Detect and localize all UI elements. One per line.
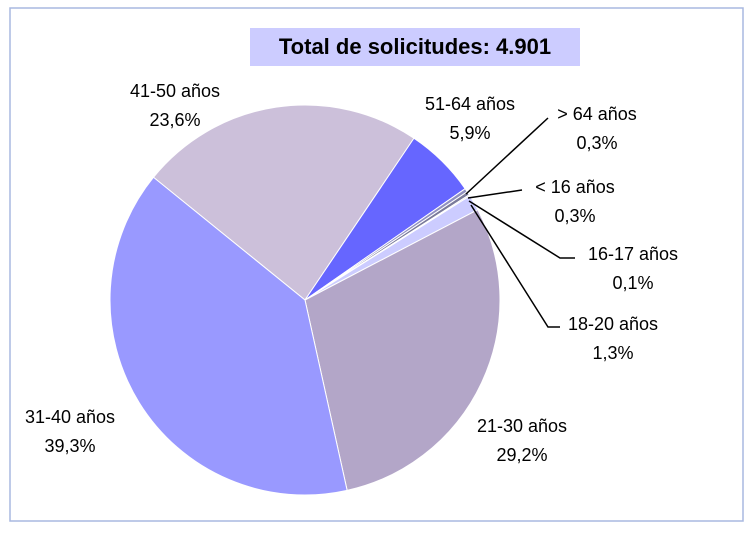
chart-title: Total de solicitudes: 4.901: [279, 34, 551, 59]
leader-line: [467, 189, 523, 199]
slice-value-label: 0,3%: [554, 206, 595, 226]
slice-label: > 64 años: [557, 104, 637, 124]
slice-label: 31-40 años: [25, 407, 115, 427]
slice-value-label: 29,2%: [496, 445, 547, 465]
title-box: [250, 28, 580, 66]
pie-slice: [152, 104, 415, 301]
leader-line: [468, 200, 575, 259]
slice-label: 41-50 años: [130, 81, 220, 101]
slice-label: < 16 años: [535, 177, 615, 197]
slice-value-label: 39,3%: [44, 436, 95, 456]
slice-value-label: 0,1%: [612, 273, 653, 293]
slice-value-label: 1,3%: [592, 343, 633, 363]
slice-value-label: 5,9%: [449, 123, 490, 143]
slice-label: 21-30 años: [477, 416, 567, 436]
pie-slice: [109, 176, 348, 496]
slice-value-label: 0,3%: [576, 133, 617, 153]
slice-label: 16-17 años: [588, 244, 678, 264]
leader-line: [465, 117, 549, 195]
leader-line: [470, 204, 560, 328]
slice-label: 51-64 años: [425, 94, 515, 114]
slice-label: 18-20 años: [568, 314, 658, 334]
pie-slice: [304, 208, 501, 491]
slice-value-label: 23,6%: [149, 110, 200, 130]
